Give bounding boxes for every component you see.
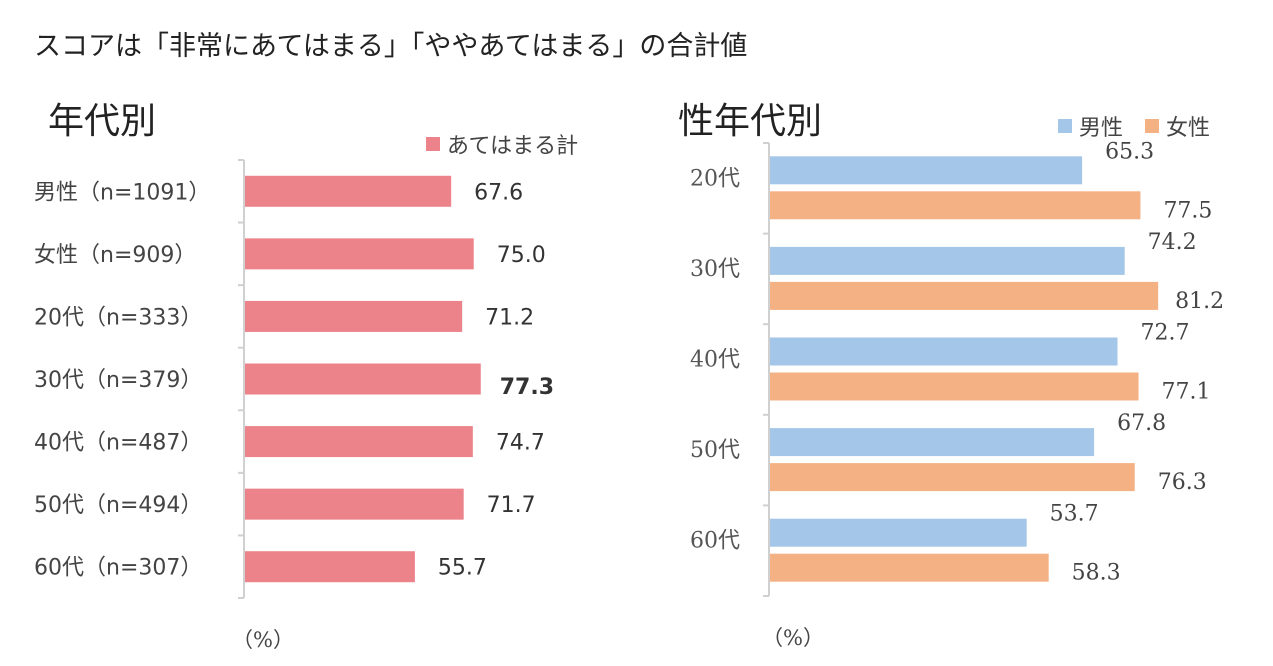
left-chart: 男性（n=1091） 67.6 女性（n=909） 75.0 20代（n=333） 71.…: [34, 159, 554, 599]
right-bar-female: [770, 372, 1139, 401]
right-value-label-male: 67.8: [1117, 411, 1166, 436]
right-bar-male: [770, 156, 1083, 185]
left-bar: [245, 238, 474, 270]
right-category-label: 30代: [690, 257, 740, 282]
left-bar: [245, 551, 415, 583]
right-category-label: 50代: [690, 438, 740, 463]
right-bar-male: [770, 246, 1125, 275]
right-chart-legend: 男性 女性: [1058, 110, 1232, 142]
left-bar: [245, 300, 463, 332]
left-value-label: 71.7: [487, 493, 536, 518]
right-chart-title: 性年代別: [678, 101, 823, 142]
left-value-label: 74.7: [496, 431, 545, 456]
right-value-label-male: 72.7: [1141, 321, 1190, 346]
right-value-label-male: 65.3: [1105, 139, 1154, 164]
left-category-label: 女性（n=909）: [34, 243, 196, 268]
right-bar-male: [770, 428, 1095, 457]
right-value-label-female: 77.5: [1163, 198, 1212, 223]
right-bar-female: [770, 553, 1049, 582]
left-value-label: 55.7: [438, 556, 487, 581]
right-value-label-male: 53.7: [1050, 502, 1099, 527]
left-bar: [245, 488, 464, 520]
right-chart-unit: （%）: [762, 626, 824, 650]
right-category-label: 60代: [690, 529, 740, 554]
left-category-label: 男性（n=1091）: [34, 180, 210, 205]
left-bar: [245, 426, 473, 458]
right-chart: 20代 65.3 77.5 30代 74.2 81.2 40代 72.7 77.1 50代 67.8…: [690, 139, 1224, 597]
right-bar-male: [770, 518, 1027, 547]
right-value-label-female: 77.1: [1162, 380, 1211, 405]
right-bar-female: [770, 281, 1159, 310]
page-title: スコアは「非常にあてはまる」「ややあてはまる」の合計値: [34, 31, 748, 62]
right-value-label-female: 58.3: [1072, 561, 1121, 586]
left-bar: [245, 363, 481, 395]
legend-label-female: 女性: [1166, 116, 1211, 141]
left-category-label: 50代（n=494）: [34, 493, 202, 518]
left-category-label: 30代（n=379）: [34, 368, 202, 393]
legend-item-total: あてはまる計: [426, 128, 578, 160]
left-category-label: 60代（n=307）: [34, 556, 202, 581]
right-value-label-female: 76.3: [1158, 470, 1207, 495]
left-value-label: 77.3: [500, 375, 554, 400]
left-value-label: 71.2: [485, 305, 534, 330]
legend-item-female: 女性: [1145, 110, 1210, 142]
left-category-label: 40代（n=487）: [34, 431, 202, 456]
legend-item-male: 男性: [1058, 110, 1123, 142]
legend-swatch-total: [426, 137, 440, 151]
left-category-label: 20代（n=333）: [34, 305, 202, 330]
right-value-label-female: 81.2: [1175, 289, 1224, 314]
right-bar-male: [770, 337, 1118, 366]
left-bar: [245, 175, 452, 207]
left-chart-unit: （%）: [232, 628, 294, 652]
left-chart-legend: あてはまる計: [426, 128, 600, 160]
legend-swatch-female: [1145, 119, 1160, 133]
right-bar-female: [770, 191, 1141, 220]
legend-label-male: 男性: [1079, 116, 1124, 141]
legend-label-total: あてはまる計: [447, 134, 579, 159]
right-bar-female: [770, 463, 1135, 492]
right-category-label: 40代: [690, 348, 740, 373]
left-value-label: 75.0: [497, 243, 546, 268]
right-value-label-male: 74.2: [1148, 230, 1197, 255]
legend-swatch-male: [1058, 119, 1072, 133]
left-chart-title: 年代別: [48, 101, 157, 142]
right-category-label: 20代: [690, 166, 740, 191]
left-value-label: 67.6: [474, 180, 523, 205]
